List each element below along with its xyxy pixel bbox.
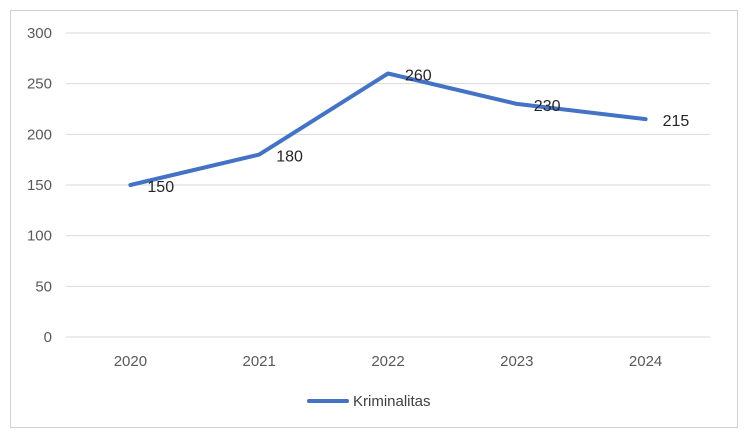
y-axis-ticks: 0 50 100 150 200 250 300 (27, 25, 52, 346)
series-line (128, 71, 648, 187)
data-label: 230 (534, 98, 561, 115)
y-tick-label: 250 (27, 76, 52, 93)
y-tick-label: 50 (35, 278, 52, 295)
x-tick-label: 2023 (500, 353, 533, 370)
data-label: 215 (663, 113, 690, 130)
gridlines (66, 32, 710, 338)
y-tick-label: 0 (44, 329, 52, 346)
x-tick-label: 2024 (629, 353, 662, 370)
x-axis-ticks: 2020 2021 2022 2023 2024 (114, 353, 663, 370)
x-tick-label: 2022 (371, 353, 404, 370)
chart-frame (10, 10, 738, 428)
y-tick-label: 200 (27, 126, 52, 143)
data-label: 260 (405, 68, 432, 85)
series-lines (128, 71, 648, 187)
legend: Kriminalitas (307, 393, 431, 410)
legend-label: Kriminalitas (353, 393, 431, 410)
x-tick-label: 2021 (243, 353, 276, 370)
data-labels: 150 180 260 230 215 (147, 68, 689, 196)
data-label: 180 (276, 149, 303, 166)
y-tick-label: 150 (27, 177, 52, 194)
y-tick-label: 100 (27, 228, 52, 245)
y-tick-label: 300 (27, 25, 52, 42)
data-label: 150 (147, 179, 174, 196)
x-tick-label: 2020 (114, 353, 147, 370)
